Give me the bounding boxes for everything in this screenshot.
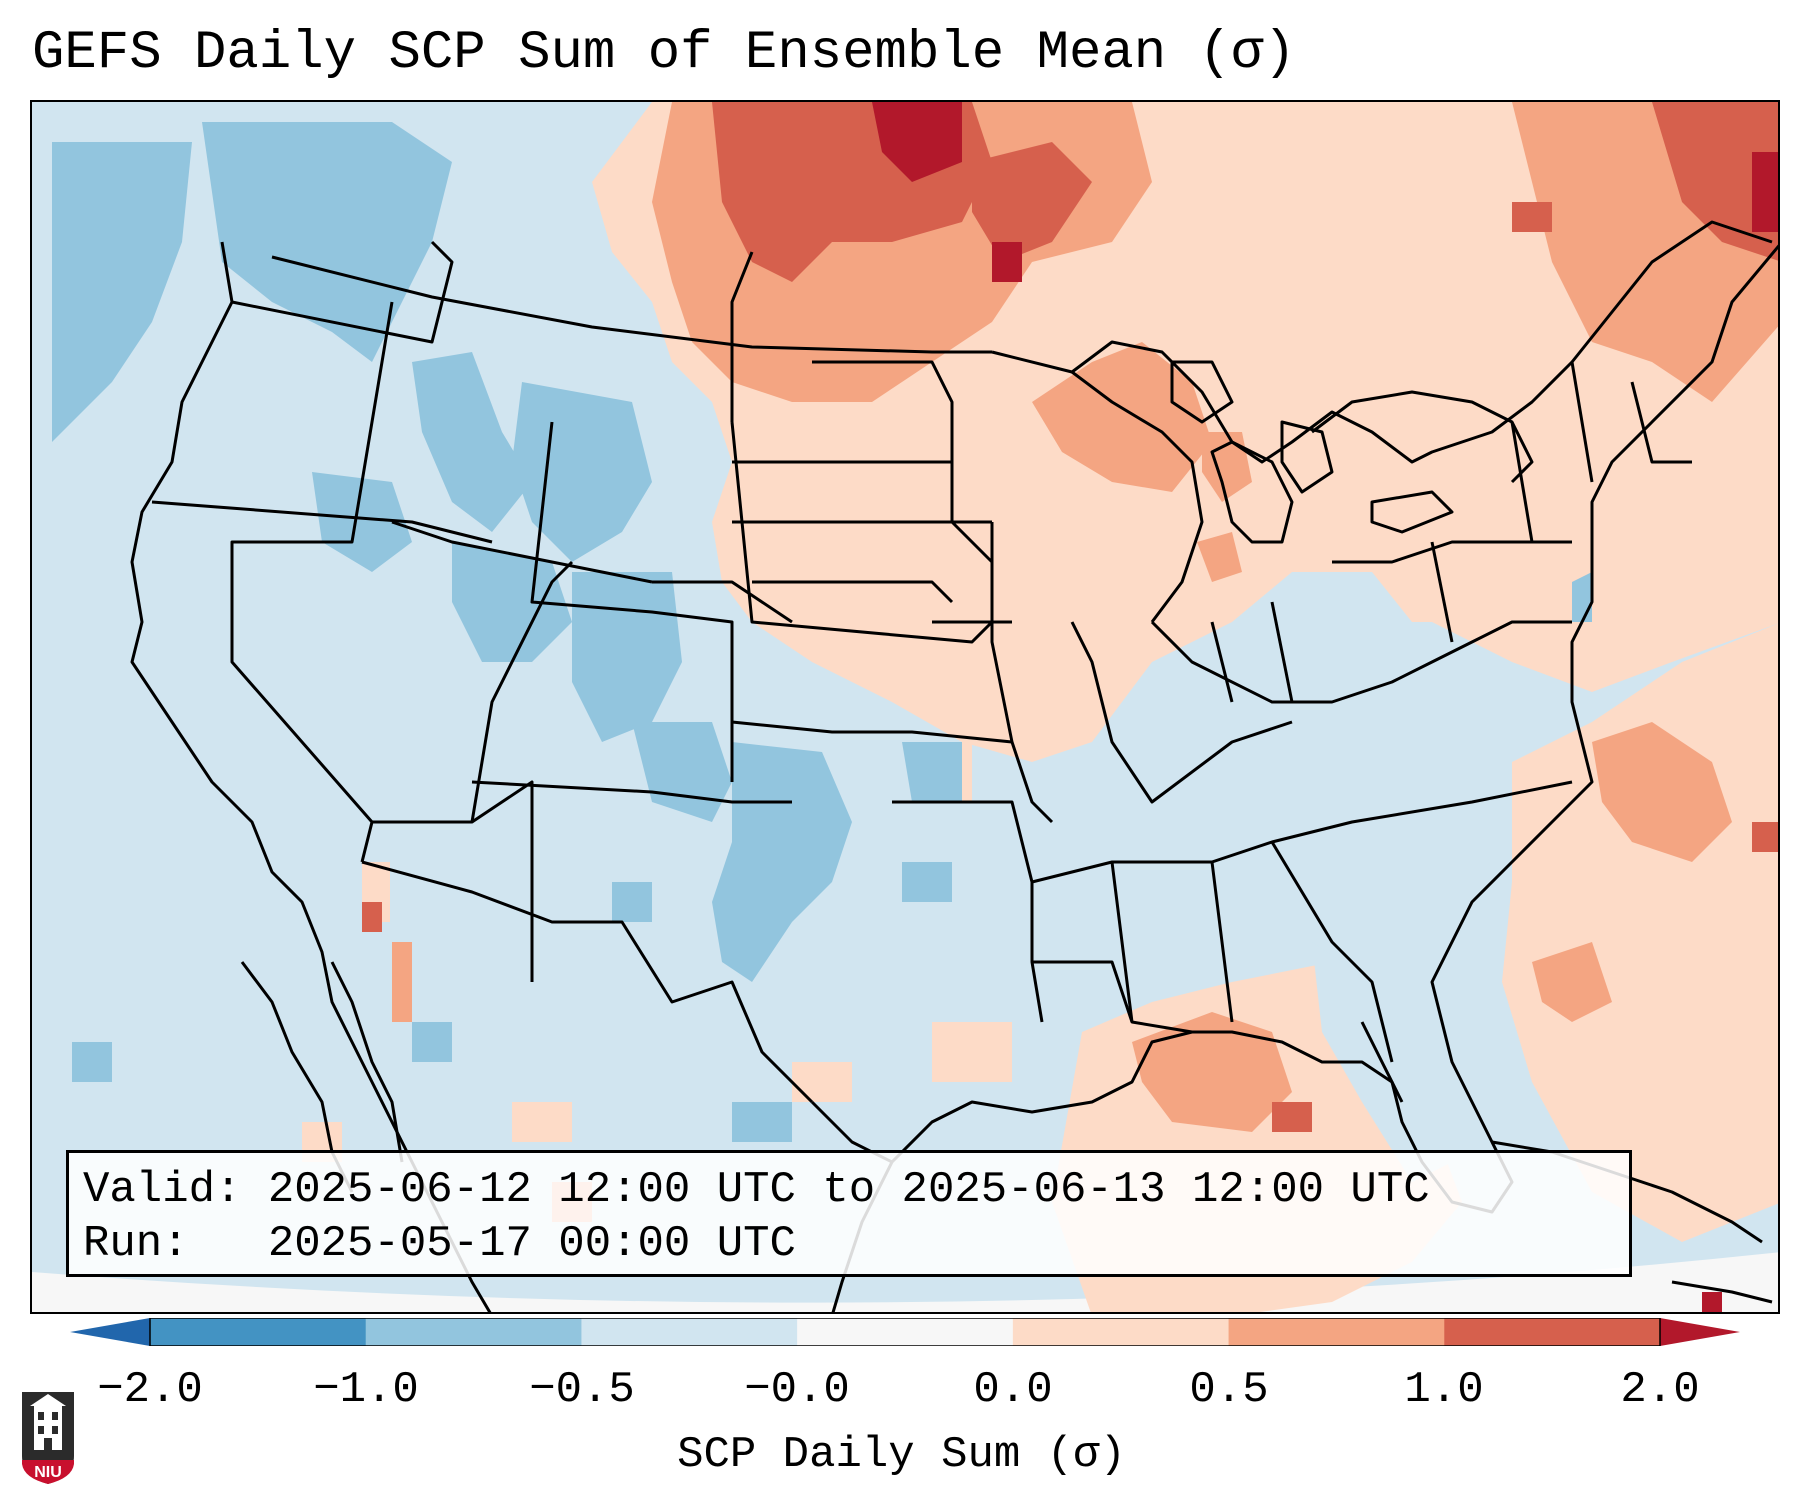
tick-label: 0.0 [973,1365,1053,1415]
colorbar-extend-low [70,1318,150,1346]
colorbar-extend-high [1660,1318,1740,1346]
colorbar-segment [365,1318,582,1346]
tick-label: −1.0 [313,1365,419,1415]
map-title: GEFS Daily SCP Sum of Ensemble Mean (σ) [32,23,1296,84]
valid-value: 2025-06-12 12:00 UTC to 2025-06-13 12:00… [267,1165,1430,1215]
run-label: Run: [83,1219,189,1269]
valid-label: Valid: [83,1165,242,1215]
niu-shield-icon [22,1392,74,1484]
tick-label: 1.0 [1404,1365,1484,1415]
colorbar-segment [797,1318,1014,1346]
valid-run-info-box: Valid: 2025-06-12 12:00 UTC to 2025-06-1… [66,1150,1632,1277]
colorbar-segment [150,1318,367,1346]
run-row: Run: 2025-05-17 00:00 UTC [83,1217,1615,1271]
extreme-anomaly-fields [872,102,1778,1312]
map-panel[interactable] [30,100,1780,1314]
colorbar-label: SCP Daily Sum (σ) [677,1430,1126,1480]
colorbar [70,1318,1740,1346]
logo-text: NIU [34,1464,62,1481]
tick-label: −2.0 [97,1365,203,1415]
negative-anomaly-fields [52,122,1592,1142]
colorbar-segment [1444,1318,1661,1346]
map-canvas [32,102,1778,1312]
tick-label: −0.0 [744,1365,850,1415]
colorbar-outline [149,1318,1661,1346]
colorbar-segment [1228,1318,1445,1346]
tick-label: −0.5 [529,1365,635,1415]
valid-row: Valid: 2025-06-12 12:00 UTC to 2025-06-1… [83,1163,1615,1217]
colorbar-segment [581,1318,798,1346]
boundaries [130,220,1778,1312]
tick-label: 0.5 [1189,1365,1269,1415]
run-value: 2025-05-17 00:00 UTC [267,1219,796,1269]
niu-logo: NIU [18,1386,78,1486]
colorbar-segment [1012,1318,1230,1346]
tick-label: 2.0 [1620,1365,1700,1415]
